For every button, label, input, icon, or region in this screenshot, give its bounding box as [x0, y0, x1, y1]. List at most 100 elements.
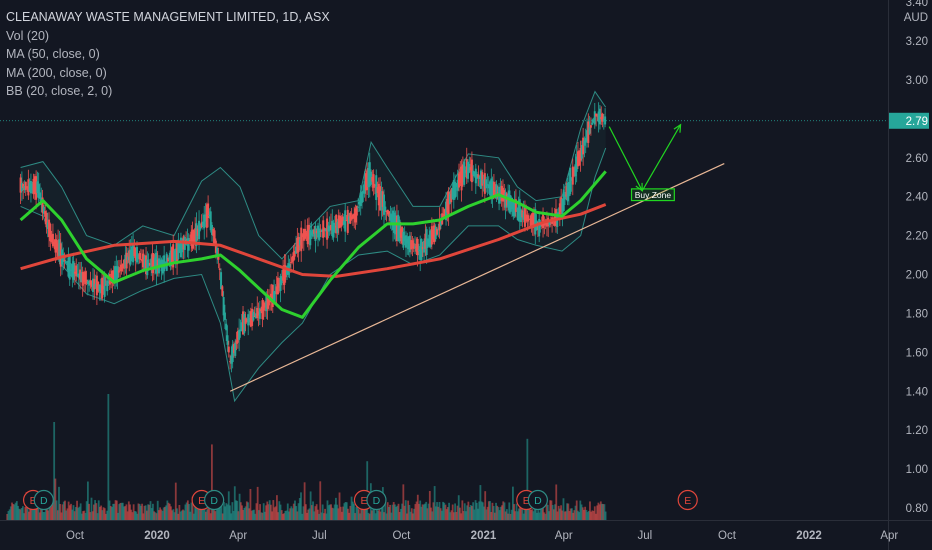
candle-body	[172, 244, 175, 268]
candle-body	[530, 214, 533, 228]
volume-bar	[260, 512, 263, 520]
candle-body	[483, 173, 486, 194]
candle-body	[190, 231, 193, 246]
candle-body	[305, 232, 308, 237]
candle-body	[554, 209, 557, 226]
volume-bar	[177, 513, 180, 520]
candle-body	[593, 111, 596, 125]
volume-bar	[380, 501, 383, 520]
volume-bar	[167, 502, 170, 520]
volume-bar	[538, 512, 541, 520]
y-tick-label: 1.80	[906, 308, 928, 320]
volume-bar	[102, 507, 105, 520]
volume-bar	[373, 502, 376, 520]
candle-body	[24, 181, 27, 190]
dividend-marker[interactable]: D	[527, 489, 548, 511]
volume-bar	[229, 505, 231, 520]
volume-bar	[268, 500, 271, 520]
y-tick-label: 2.60	[906, 153, 928, 165]
volume-bar	[384, 503, 387, 520]
dividend-marker[interactable]: D	[366, 489, 387, 511]
candle-body	[235, 340, 238, 344]
volume-bar	[468, 507, 471, 520]
volume-bar	[596, 505, 599, 520]
candle-body	[448, 194, 451, 204]
volume-bar	[495, 502, 497, 520]
y-tick-label: 3.40	[906, 0, 928, 9]
candle-body	[148, 263, 151, 266]
volume-bar	[159, 507, 162, 520]
volume-bar	[422, 504, 425, 520]
volume-bar	[119, 502, 122, 520]
volume-bar	[391, 504, 394, 520]
volume-bar	[339, 506, 342, 520]
candle-body	[509, 195, 512, 212]
candle-body	[337, 215, 340, 229]
volume-bar	[450, 510, 453, 520]
volume-bar	[192, 513, 195, 520]
volume-bar	[53, 422, 56, 520]
candle-body	[518, 199, 521, 222]
volume-bar	[132, 504, 135, 520]
candle-body	[191, 229, 194, 249]
candle-body	[176, 240, 179, 265]
volume-bar	[409, 511, 412, 520]
candle-body	[288, 263, 291, 268]
bollinger-upper-line	[20, 90, 607, 260]
candle-body	[296, 237, 299, 253]
volume-bar	[533, 500, 536, 520]
volume-bar	[318, 513, 320, 520]
candle-body	[564, 194, 567, 200]
volume-bar	[363, 502, 366, 520]
volume-bar	[282, 513, 284, 520]
candle-body	[548, 221, 551, 226]
volume-bar	[386, 502, 389, 520]
dividend-marker[interactable]: D	[33, 489, 54, 511]
candle-body	[584, 138, 587, 143]
volume-bar	[257, 510, 260, 520]
candle-body	[33, 176, 36, 195]
candle-body	[207, 203, 210, 219]
volume-bar	[394, 504, 396, 520]
candle-body	[469, 167, 472, 171]
candle-body	[586, 130, 589, 142]
volume-bar	[277, 512, 280, 520]
volume-bar	[420, 506, 423, 520]
volume-bar	[349, 505, 352, 520]
event-marker-label: E	[198, 495, 205, 507]
volume-bar	[530, 509, 532, 520]
volume-bar	[13, 504, 16, 520]
volume-bar	[434, 506, 437, 520]
earnings-marker[interactable]: E	[677, 489, 698, 511]
volume-bar	[407, 500, 410, 520]
volume-bar	[534, 506, 537, 520]
volume-bar	[227, 491, 230, 520]
candle-body	[521, 210, 524, 218]
legend-bollinger[interactable]: BB (20, close, 2, 0)	[6, 84, 113, 98]
volume-bar	[584, 506, 587, 520]
volume-bar	[397, 503, 400, 520]
candle-body	[76, 274, 79, 276]
candle-body	[474, 168, 477, 184]
legend-ma50[interactable]: MA (50, close, 0)	[6, 47, 100, 61]
candle-body	[520, 209, 523, 223]
volume-bar	[563, 511, 566, 520]
volume-bar	[26, 504, 29, 520]
candle-body	[428, 234, 431, 246]
volume-bar	[432, 502, 435, 520]
dividend-marker[interactable]: D	[204, 489, 225, 511]
volume-bar	[454, 503, 457, 520]
volume-bar	[49, 507, 52, 520]
candle-body	[398, 219, 401, 242]
legend-ma200[interactable]: MA (200, close, 0)	[6, 65, 107, 80]
candle-body	[446, 198, 449, 213]
candle-body	[121, 263, 124, 269]
candle-body	[336, 221, 339, 233]
volume-bar	[133, 511, 136, 520]
volume-bar	[325, 513, 328, 520]
legend-volume[interactable]: Vol (20)	[6, 28, 50, 43]
candle-body	[529, 218, 532, 221]
candle-body	[569, 167, 572, 195]
volume-bar	[451, 504, 454, 520]
